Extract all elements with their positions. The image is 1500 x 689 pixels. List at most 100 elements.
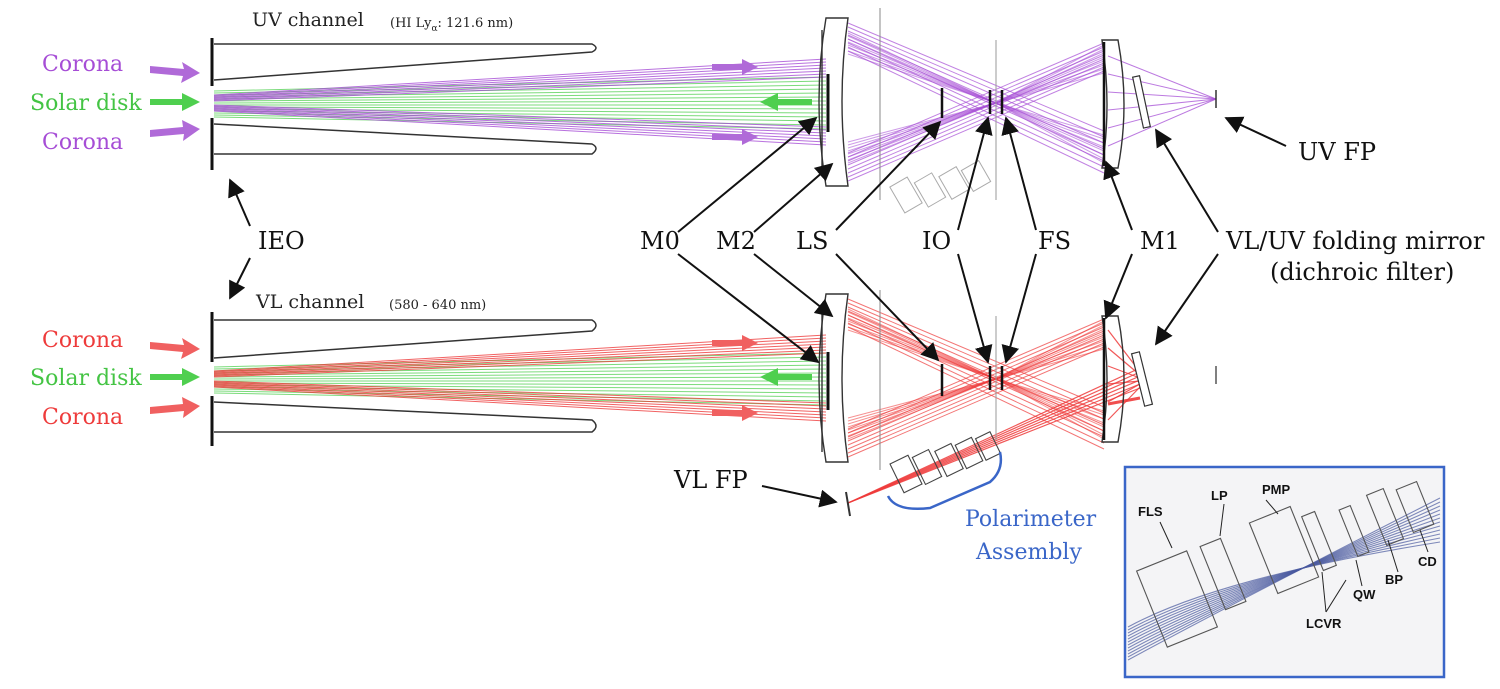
relay-ray [995, 64, 1105, 104]
inset-cd-element [1395, 480, 1435, 534]
inset-ray [1127, 529, 1441, 637]
vl-channel-title: VL channel [255, 291, 364, 313]
corona-ray [213, 73, 827, 101]
relay-ray [847, 346, 1105, 458]
uv-focus-ray [1107, 98, 1217, 129]
vl-polarimeter-optics [889, 430, 1002, 494]
corona-ray [213, 70, 827, 100]
uv-focus-ray [1107, 73, 1217, 100]
relay-ray [847, 378, 997, 419]
relay-ray [995, 102, 1105, 136]
corona-ray [213, 381, 827, 407]
folding-mirror-pointer-up [1155, 128, 1219, 233]
corona-ray [213, 107, 827, 137]
fs-label: FS [1038, 227, 1071, 255]
corona-ray [213, 76, 827, 102]
vl-focus-ray [847, 379, 1141, 504]
uv-corona-top-label: Corona [42, 52, 123, 77]
relay-ray [847, 62, 1105, 174]
relay-ray [995, 102, 1105, 152]
ls-pointer-up [835, 120, 942, 231]
inset-ray [1127, 533, 1441, 634]
uv-focus-ray [1107, 98, 1217, 111]
vl-focus-ray [847, 371, 1141, 504]
inset-ray [1127, 501, 1441, 658]
vl-fold-ray-strong [1107, 396, 1141, 406]
inset-pmp-label: PMP [1262, 482, 1291, 497]
vl-through-arrow-top [712, 335, 758, 351]
corona-ray [213, 349, 827, 377]
vl-solar-disk-arrow [150, 368, 200, 386]
relay-ray [847, 322, 1105, 444]
vl-fp-pointer [761, 485, 838, 508]
inset-bp-label: BP [1385, 572, 1403, 587]
vl-corona-bottom-arrow [150, 397, 200, 418]
uv-channel-wavelength: (HI Lyα: 121.6 nm) [390, 16, 513, 34]
vl-corona-top-label: Corona [42, 328, 123, 353]
vl-channel-wavelength: (580 - 640 nm) [389, 298, 486, 313]
io-pointer-down [957, 253, 993, 364]
relay-ray [847, 53, 997, 104]
corona-ray [213, 64, 827, 98]
relay-ray [847, 46, 1105, 168]
m2-pointer-up [753, 162, 834, 233]
polarimeter-bracket [886, 451, 1003, 510]
m1-pointer-down [1103, 253, 1133, 320]
ieo-pointer-up [228, 178, 251, 227]
relay-ray [995, 378, 1105, 428]
relay-ray [847, 326, 1105, 450]
vl-focus-ray [847, 387, 1141, 504]
inset-qw-label: QW [1353, 587, 1376, 602]
m1-pointer-up [1103, 160, 1133, 231]
polarimeter-label-line2: Assembly [975, 540, 1082, 565]
inset-ray [1127, 509, 1441, 652]
polarimeter-label-line1: Polarimeter [965, 507, 1097, 532]
inset-ray [1127, 505, 1441, 655]
m0-label: M0 [640, 227, 680, 255]
uv-focus-ray [1107, 98, 1217, 147]
relay-ray [847, 50, 1105, 174]
relay-ray [847, 326, 1105, 438]
fs-pointer-down [1001, 253, 1037, 364]
inset-ray [1127, 497, 1441, 661]
vl-focus-ray [847, 383, 1141, 504]
relay-ray [847, 102, 997, 143]
solar-disk-ray [213, 376, 827, 380]
uv-disk-return-arrow [760, 93, 812, 111]
solar-disk-ray [213, 368, 827, 376]
solar-disk-ray [213, 372, 827, 378]
solar-disk-ray [213, 382, 827, 386]
uv-solar-disk-label: Solar disk [30, 91, 142, 116]
vl-corona-bottom-label: Corona [42, 405, 123, 430]
inset-lp-element [1199, 537, 1247, 611]
ls-label: LS [796, 227, 828, 255]
m0-pointer-down [677, 253, 820, 364]
corona-ray [213, 104, 827, 128]
uv-solar-disk-arrow [150, 93, 200, 111]
inset-lcvr-label: LCVR [1306, 616, 1342, 631]
vl-m1-mirror [1101, 315, 1125, 443]
relay-ray [995, 72, 1105, 104]
corona-ray [213, 382, 827, 410]
solar-disk-ray [213, 100, 827, 104]
solar-disk-ray [213, 392, 827, 406]
relay-ray [847, 26, 1105, 138]
uv-m2-mirror [818, 17, 849, 187]
relay-ray [995, 340, 1105, 380]
relay-ray [995, 102, 1105, 144]
inset-pmp-element [1248, 505, 1320, 595]
fs-pointer-up [1001, 116, 1037, 231]
vl-sources: Corona Solar disk Corona [30, 328, 200, 430]
io-pointer-up [957, 116, 993, 231]
vl-folding-mirror [1130, 351, 1154, 407]
relay-ray [847, 318, 1105, 438]
m0-pointer-up [677, 116, 818, 233]
inset-optics [1135, 480, 1435, 648]
uv-m1-mirror [1101, 39, 1125, 169]
corona-ray [213, 383, 827, 413]
relay-ray [847, 329, 997, 380]
inset-fls-label: FLS [1138, 504, 1163, 519]
vl-entrance-tube [213, 319, 597, 433]
m2-label: M2 [716, 227, 756, 255]
vl-corona-top-arrow [150, 338, 200, 359]
